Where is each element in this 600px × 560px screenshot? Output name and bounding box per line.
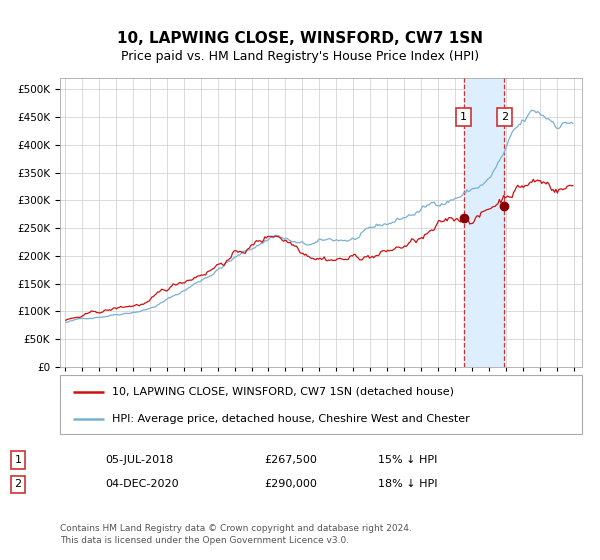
Text: 15% ↓ HPI: 15% ↓ HPI	[378, 455, 437, 465]
Text: 18% ↓ HPI: 18% ↓ HPI	[378, 479, 437, 489]
Text: £267,500: £267,500	[264, 455, 317, 465]
Text: 10, LAPWING CLOSE, WINSFORD, CW7 1SN: 10, LAPWING CLOSE, WINSFORD, CW7 1SN	[117, 31, 483, 46]
Text: £290,000: £290,000	[264, 479, 317, 489]
Text: 1: 1	[460, 112, 467, 122]
Text: 1: 1	[14, 455, 22, 465]
Bar	[464, 78, 505, 367]
Text: Price paid vs. HM Land Registry's House Price Index (HPI): Price paid vs. HM Land Registry's House …	[121, 50, 479, 63]
Text: 10, LAPWING CLOSE, WINSFORD, CW7 1SN (detached house): 10, LAPWING CLOSE, WINSFORD, CW7 1SN (de…	[112, 386, 454, 396]
Text: 2: 2	[501, 112, 508, 122]
Text: 05-JUL-2018: 05-JUL-2018	[105, 455, 173, 465]
Text: 2: 2	[14, 479, 22, 489]
FancyBboxPatch shape	[60, 375, 582, 434]
Text: HPI: Average price, detached house, Cheshire West and Chester: HPI: Average price, detached house, Ches…	[112, 414, 470, 424]
Text: 04-DEC-2020: 04-DEC-2020	[105, 479, 179, 489]
Text: Contains HM Land Registry data © Crown copyright and database right 2024.
This d: Contains HM Land Registry data © Crown c…	[60, 524, 412, 545]
